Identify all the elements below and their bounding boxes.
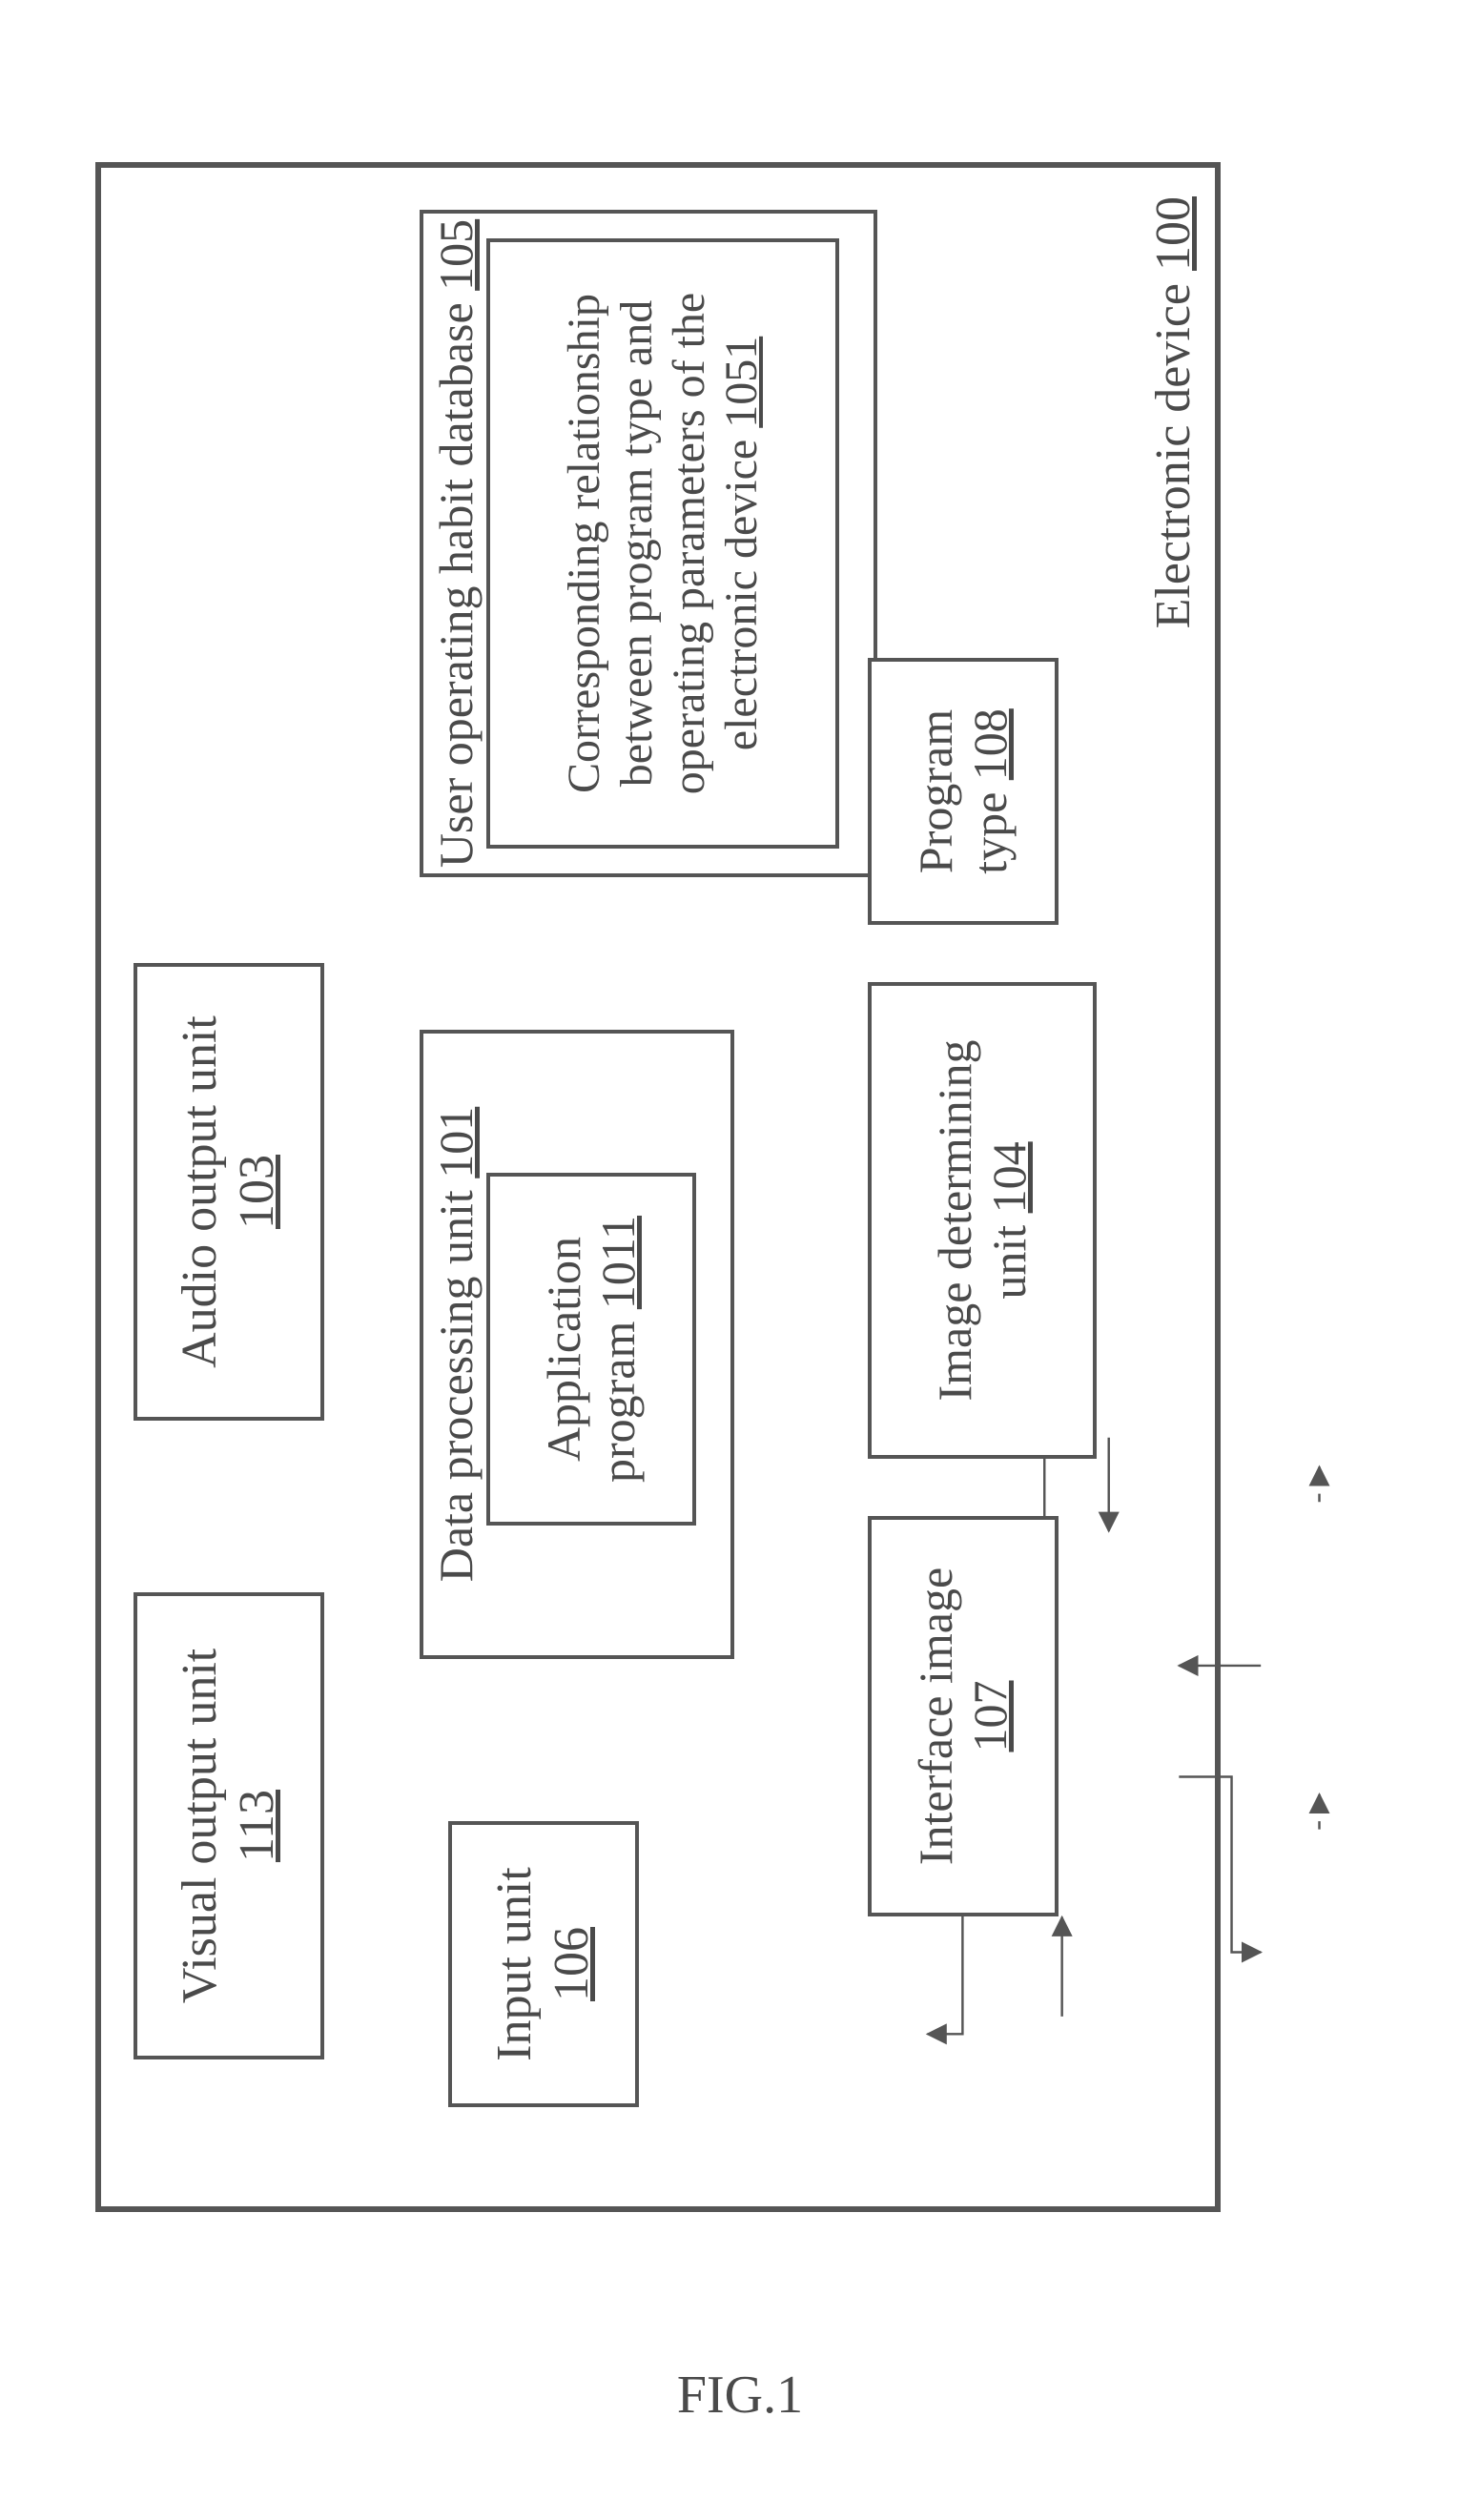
audio-output-unit-box: Audio output unit 103 bbox=[134, 963, 324, 1421]
page: Electronic device 100 Visual output unit… bbox=[38, 38, 1442, 2482]
img-det-label: Image determining unit bbox=[928, 1039, 1037, 1401]
dpu-num: 101 bbox=[429, 1107, 483, 1178]
db-inner-num: 1051 bbox=[716, 337, 767, 428]
input-unit-box: Input unit 106 bbox=[448, 1821, 639, 2107]
interface-image-box: Interface image 107 bbox=[868, 1516, 1059, 1916]
visual-output-unit-box: Visual output unit 113 bbox=[134, 1592, 324, 2059]
figure-caption-text: FIG.1 bbox=[677, 2366, 803, 2425]
device-frame-num: 100 bbox=[1146, 196, 1201, 271]
input-unit-num: 106 bbox=[545, 1927, 599, 2001]
device-frame-label: Electronic device 100 bbox=[1145, 196, 1202, 628]
interface-image-label: Interface image bbox=[909, 1567, 962, 1865]
img-det-num: 104 bbox=[982, 1141, 1036, 1213]
visual-output-num: 113 bbox=[230, 1790, 284, 1862]
diagram-stage: Electronic device 100 Visual output unit… bbox=[38, 923, 1480, 2326]
audio-output-num: 103 bbox=[230, 1155, 284, 1229]
db-relationship-box: Corresponding relationship between progr… bbox=[486, 238, 839, 849]
figure-caption: FIG.1 bbox=[38, 2365, 1442, 2426]
image-determining-unit-box: Image determining unit 104 bbox=[868, 982, 1097, 1459]
prog-type-num: 108 bbox=[963, 708, 1017, 780]
input-unit-label: Input unit bbox=[487, 1867, 542, 2061]
app-prog-num: 1011 bbox=[591, 1216, 645, 1309]
interface-image-num: 107 bbox=[963, 1681, 1017, 1752]
db-label: User operating habit database bbox=[429, 302, 483, 868]
device-frame-text: Electronic device bbox=[1146, 283, 1201, 628]
db-num: 105 bbox=[429, 219, 483, 291]
program-type-box: Program type 108 bbox=[868, 658, 1059, 925]
audio-output-label: Audio output unit bbox=[173, 1015, 227, 1368]
application-program-box: Application program 1011 bbox=[486, 1173, 696, 1526]
visual-output-label: Visual output unit bbox=[173, 1649, 227, 2003]
dpu-label: Data processing unit bbox=[429, 1190, 483, 1582]
